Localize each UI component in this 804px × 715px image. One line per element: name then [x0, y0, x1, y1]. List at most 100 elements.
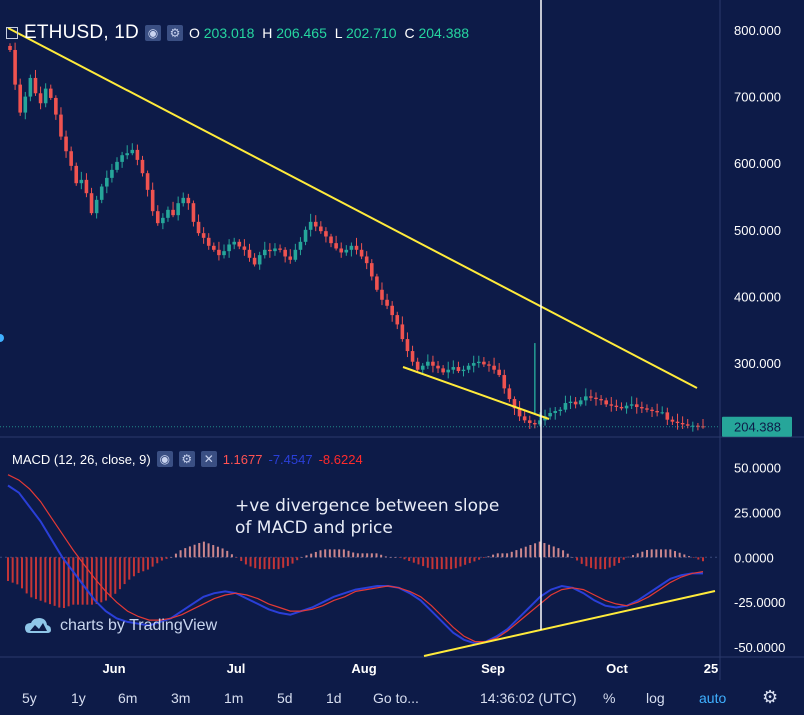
macd-histogram-bar [594, 557, 597, 570]
candle-body [74, 165, 79, 184]
macd-histogram-bar [478, 557, 481, 560]
macd-histogram-bar [445, 557, 448, 570]
candle-body [670, 419, 675, 422]
macd-histogram-bar [151, 557, 154, 567]
watermark-text: charts by TradingView [60, 617, 218, 634]
macd-histogram-bar [482, 557, 485, 559]
candle-body [191, 203, 196, 222]
price-tick-label: 500.000 [734, 223, 781, 238]
macd-histogram-bar [566, 553, 569, 558]
macd-histogram-bar [81, 557, 84, 605]
candle-body [512, 399, 517, 409]
macd-histogram-bar [370, 553, 373, 558]
macd-histogram-bar [534, 543, 537, 558]
range-6m-button[interactable]: 6m [118, 690, 138, 706]
candle-body [645, 408, 649, 410]
macd-histogram-bar [132, 557, 135, 577]
macd-histogram-bar [375, 553, 378, 558]
candle-body [594, 397, 598, 400]
macd-histogram-bar [431, 557, 434, 570]
candle-body [578, 400, 583, 405]
candle-body [150, 189, 155, 212]
candle-body [120, 155, 124, 162]
macd-histogram-bar [53, 557, 56, 606]
candle-body [212, 245, 216, 250]
range-3m-button[interactable]: 3m [171, 690, 191, 706]
auto-toggle[interactable]: auto [699, 690, 727, 706]
macd-histogram-bar [142, 557, 145, 572]
macd-title: MACD (12, 26, close, 9) [12, 451, 151, 467]
candle-body [298, 241, 303, 250]
range-5y-button[interactable]: 5y [22, 690, 37, 706]
percent-toggle[interactable]: % [603, 690, 616, 706]
macd-histogram-bar [389, 557, 392, 558]
log-toggle[interactable]: log [646, 690, 665, 706]
price-tick-label: 300.000 [734, 356, 781, 371]
candle-body [650, 409, 654, 412]
range-1m-button[interactable]: 1m [224, 690, 244, 706]
candle-body [492, 365, 496, 370]
range-5d-button[interactable]: 5d [277, 690, 293, 706]
tradingview-watermark[interactable]: charts by TradingView [24, 617, 217, 635]
macd-histogram-bar [268, 557, 271, 570]
candle-body [242, 246, 247, 250]
candle-body [222, 251, 226, 256]
candle-body [115, 161, 119, 170]
candle-body [589, 396, 593, 398]
candle-body [446, 369, 451, 373]
candle-body [614, 405, 619, 408]
candle-body [604, 400, 608, 405]
time-tick-label: Aug [351, 661, 376, 676]
eye-icon[interactable]: ◉ [144, 25, 161, 41]
eye-icon[interactable]: ◉ [156, 451, 173, 467]
candle-body [497, 369, 501, 376]
bottom-toolbar: 5y 1y 6m 3m 1m 5d 1d Go to... 14:36:02 (… [0, 681, 804, 715]
candle-body [502, 375, 507, 389]
time-tick-label: Oct [606, 661, 628, 676]
candle-body [691, 425, 695, 427]
candle-body [252, 257, 257, 265]
macd-histogram-bar [44, 557, 47, 603]
checkbox-icon[interactable] [6, 27, 18, 39]
candle-body [426, 361, 430, 366]
macd-histogram-bar [128, 557, 131, 580]
candle-body [273, 248, 277, 252]
divergence-annotation: +ve divergence between slope of MACD and… [235, 495, 535, 539]
gear-icon[interactable]: ⚙ [166, 25, 183, 41]
macd-histogram-bar [422, 557, 425, 567]
macd-histogram-bar [58, 557, 61, 608]
macd-histogram-bar [627, 556, 630, 558]
range-1d-button[interactable]: 1d [326, 690, 342, 706]
candle-body [283, 249, 287, 257]
macd-histogram-bar [347, 550, 350, 558]
candle-body [196, 221, 201, 234]
macd-histogram-bar [576, 557, 579, 561]
macd-histogram-bar [459, 557, 462, 567]
macd-histogram-bar [394, 557, 397, 558]
macd-value-1: 1.1677 [222, 451, 263, 467]
gear-icon[interactable]: ⚙ [178, 451, 195, 467]
candle-body [217, 249, 221, 256]
candle-body [247, 249, 252, 258]
macd-histogram-bar [62, 557, 65, 609]
close-icon[interactable]: ✕ [200, 451, 217, 467]
macd-histogram-bar [90, 557, 93, 605]
candle-body [176, 203, 180, 216]
candle-body [145, 173, 150, 190]
macd-histogram-bar [48, 557, 51, 605]
goto-button[interactable]: Go to... [373, 690, 419, 706]
macd-histogram-bar [562, 550, 565, 558]
range-1y-button[interactable]: 1y [71, 690, 86, 706]
price-resistance-trendline [7, 27, 698, 389]
candle-body [527, 420, 532, 424]
candle-body [685, 424, 690, 426]
macd-histogram-bar [240, 557, 243, 562]
candle-body [344, 249, 349, 253]
candle-body [324, 231, 328, 237]
close-label: C [404, 25, 415, 41]
candle-body [461, 369, 466, 372]
macd-histogram-bar [669, 549, 672, 558]
settings-gear-icon[interactable]: ⚙ [762, 687, 779, 707]
macd-value-2: -7.4547 [268, 451, 313, 467]
